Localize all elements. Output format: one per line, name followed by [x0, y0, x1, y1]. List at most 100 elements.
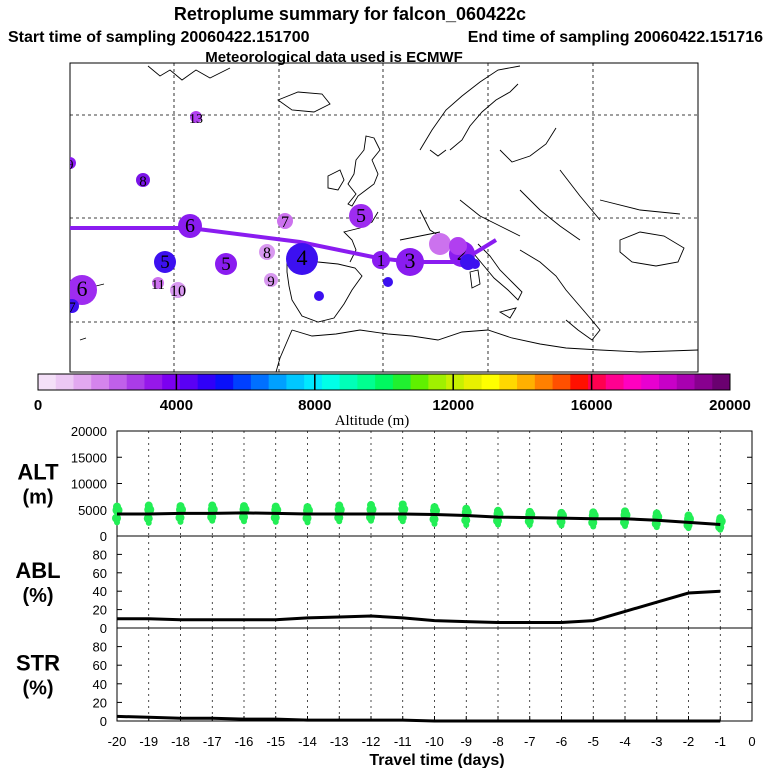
- panel-ylabel-unit: (m): [22, 487, 53, 509]
- cluster-marker: 8: [259, 244, 275, 262]
- colorbar-cell: [375, 374, 394, 390]
- altitude-colorbar: 0 4000 8000 12000 16000 20000 Altitude (m): [34, 373, 751, 429]
- cluster-dot: [215, 253, 237, 275]
- plume-dot: [144, 504, 155, 515]
- colorbar-cell: [55, 374, 74, 390]
- cluster-dot: [152, 277, 164, 289]
- colorbar-cell: [73, 374, 92, 390]
- x-tick-label: -19: [139, 734, 158, 749]
- plume-dot: [239, 512, 248, 522]
- cluster-dot: [70, 299, 79, 313]
- colorbar-cell: [339, 374, 358, 390]
- y-tick-label: 20: [93, 603, 107, 618]
- cluster-label: 5: [356, 205, 366, 227]
- colorbar-cell: [481, 374, 500, 390]
- y-tick-label: 20000: [71, 424, 107, 439]
- cluster-dot: [470, 259, 480, 269]
- colorbar-cell: [712, 374, 731, 390]
- colorbar-tick-label: 16000: [571, 397, 613, 414]
- cluster-marker: 7: [277, 213, 293, 231]
- colorbar-tick-label: 4000: [160, 397, 193, 414]
- cluster-label: 5: [160, 252, 170, 273]
- cluster-label: 7: [68, 300, 76, 316]
- colorbar-cell: [304, 374, 323, 390]
- colorbar-cell: [144, 374, 163, 390]
- cluster-label: 4: [297, 245, 308, 270]
- plume-dot: [270, 513, 280, 523]
- x-tick-label: -17: [203, 734, 222, 749]
- panel-ylabel-unit: (%): [22, 585, 53, 607]
- colorbar-tick-label: 20000: [709, 397, 751, 414]
- colorbar-cell: [215, 374, 234, 390]
- colorbar-cell: [446, 374, 465, 390]
- cluster-label: 6: [77, 276, 88, 301]
- colorbar-cell: [534, 374, 554, 390]
- y-tick-label: 20: [93, 695, 107, 710]
- x-tick-label: -15: [266, 734, 285, 749]
- colorbar-cell: [108, 374, 128, 390]
- x-tick-label: -8: [492, 734, 504, 749]
- colorbar-cell: [570, 374, 589, 390]
- cluster-marker: 5: [215, 253, 237, 275]
- plume-dot: [398, 504, 409, 515]
- cluster-label: 13: [189, 112, 203, 127]
- colorbar-cell: [623, 374, 642, 390]
- cluster-marker: 1: [372, 251, 390, 270]
- cluster-label: 8: [263, 245, 271, 262]
- cluster-marker: 9: [70, 157, 76, 173]
- meteorological-data-label: Meteorological data used is ECMWF: [205, 49, 463, 66]
- y-tick-label: 80: [93, 640, 107, 655]
- x-tick-label: -12: [362, 734, 381, 749]
- start-time-label: Start time of sampling 20060422.151700: [8, 29, 310, 46]
- plume-dot: [429, 514, 439, 524]
- colorbar-cell: [392, 374, 412, 390]
- colorbar-cell: [233, 374, 252, 390]
- cluster-label: 9: [267, 274, 275, 290]
- cluster-dot: [429, 233, 451, 255]
- cluster-dot: [449, 237, 467, 255]
- cluster-dot: [286, 243, 318, 275]
- x-tick-label: -6: [556, 734, 568, 749]
- plume-dot: [588, 518, 598, 528]
- y-tick-label: 0: [100, 621, 107, 636]
- colorbar-cell: [694, 374, 713, 390]
- cluster-marker: 6: [178, 214, 202, 238]
- colorbar-tick-label: 8000: [298, 397, 331, 414]
- x-tick-label: -14: [298, 734, 317, 749]
- cluster-dot: [259, 244, 275, 260]
- cluster-marker: 13: [189, 111, 203, 127]
- x-tick-label: -11: [394, 734, 412, 749]
- cluster-marker: 4: [286, 243, 318, 275]
- y-tick-label: 40: [93, 677, 107, 692]
- plume-dot: [334, 504, 345, 515]
- cluster-label: 6: [185, 215, 195, 237]
- map-panel: 139867541325511108967 Meteorological dat…: [68, 49, 699, 373]
- colorbar-tick-label: 12000: [432, 397, 474, 414]
- y-tick-label: 60: [93, 566, 107, 581]
- x-tick-label: -5: [587, 734, 599, 749]
- cluster-label: 8: [139, 174, 147, 190]
- colorbar-cell: [552, 374, 571, 390]
- cluster-marker: 6: [70, 275, 97, 305]
- map-coastlines: [79, 65, 698, 372]
- panel-ylabel: STR: [16, 651, 60, 676]
- colorbar-cell: [321, 374, 341, 390]
- colorbar-cell: [676, 374, 696, 390]
- colorbar-cell: [268, 374, 287, 390]
- cluster-marker: 10: [170, 282, 186, 300]
- plume-dot: [461, 515, 471, 525]
- x-tick-label: -7: [524, 734, 536, 749]
- end-time-label: End time of sampling 20060422.151716: [468, 29, 763, 46]
- plume-dot: [302, 513, 312, 523]
- cluster-label: 1: [377, 251, 386, 270]
- cluster-marker: 9: [264, 273, 278, 290]
- abl-series-line: [117, 589, 721, 624]
- figure-title: Retroplume summary for falcon_060422c: [174, 4, 526, 24]
- colorbar-cell: [357, 374, 376, 390]
- colorbar-frame: [37, 373, 731, 391]
- colorbar-cell: [179, 374, 199, 390]
- alt-panel: 20000 15000 10000 5000 0 ALT(m): [17, 424, 753, 544]
- cluster-dot: [178, 214, 202, 238]
- y-tick-label: 40: [93, 584, 107, 599]
